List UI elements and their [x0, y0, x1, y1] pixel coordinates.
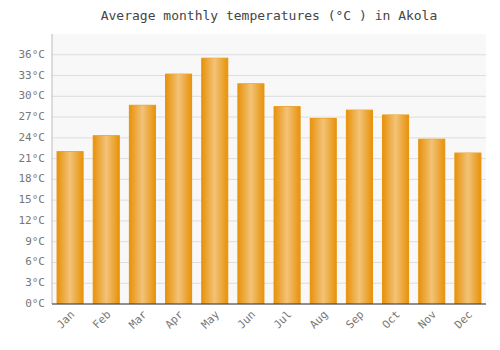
y-tick-label: 21°C	[19, 152, 46, 165]
grid-line	[52, 96, 486, 97]
bar-group	[455, 153, 481, 304]
grid-line	[52, 75, 486, 76]
bar	[383, 115, 409, 304]
y-tick-label: 3°C	[25, 276, 45, 289]
bar	[166, 74, 192, 304]
bar	[419, 139, 445, 304]
x-tick-label: Jul	[271, 308, 294, 331]
bar-group	[419, 139, 445, 304]
x-tick-label: Sep	[343, 308, 366, 331]
bar-group	[383, 115, 409, 304]
y-tick-label: 9°C	[25, 235, 45, 248]
bar-group	[57, 152, 83, 304]
bar-highlight	[346, 110, 372, 304]
y-tick-label: 15°C	[19, 193, 46, 206]
y-tick-label: 18°C	[19, 172, 46, 185]
plot-background	[52, 34, 486, 304]
bar	[93, 136, 119, 304]
y-tick-label: 0°C	[25, 297, 45, 310]
bar-highlight	[310, 118, 336, 304]
bar-highlight	[383, 115, 409, 304]
bar-highlight	[57, 152, 83, 304]
plot-area: 0°C 3°C 6°C 9°C 12°C 15°C 18°C 21°C 24°C 27°C 30°C…	[19, 34, 487, 331]
bar-highlight	[274, 107, 300, 304]
chart: 0°C 3°C 6°C 9°C 12°C 15°C 18°C 21°C 24°C 27°C 30°C…	[0, 0, 500, 350]
bars	[57, 58, 481, 304]
bar-highlight	[166, 74, 192, 304]
grid-line	[52, 117, 486, 118]
bar-group	[274, 107, 300, 304]
title: Average monthly temperatures (°C ) in Ak…	[101, 8, 438, 23]
y-tick-label: 30°C	[19, 89, 46, 102]
bar-group	[166, 74, 192, 304]
grid-line	[52, 304, 486, 305]
bar-highlight	[202, 58, 228, 304]
y-tick-label: 12°C	[19, 214, 46, 227]
bar-group	[202, 58, 228, 304]
bar	[310, 118, 336, 304]
x-tick-label: Apr	[163, 308, 187, 332]
bar-group	[129, 105, 155, 304]
x-tick-label: Dec	[452, 308, 475, 331]
bar-highlight	[238, 84, 264, 304]
y-tick-label: 36°C	[19, 48, 46, 61]
bar	[238, 84, 264, 304]
y-tick-label: 24°C	[19, 131, 46, 144]
grid-line	[52, 54, 486, 55]
bar-group	[310, 118, 336, 304]
x-axis-line	[52, 304, 486, 305]
bar-highlight	[93, 136, 119, 304]
bar-group	[238, 84, 264, 304]
x-tick-label: Oct	[380, 308, 403, 331]
y-axis-line	[52, 34, 53, 304]
x-tick-label: Feb	[90, 308, 113, 331]
y-tick-label: 33°C	[19, 69, 46, 82]
bar-highlight	[129, 105, 155, 304]
bar	[57, 152, 83, 304]
x-tick-label: May	[199, 308, 223, 332]
y-tick-label: 27°C	[19, 110, 46, 123]
bar-highlight	[455, 153, 481, 304]
x-tick-label: Mar	[126, 308, 150, 332]
x-tick-label: Aug	[307, 308, 330, 331]
bar	[202, 58, 228, 304]
bar	[129, 105, 155, 304]
y-grid	[52, 55, 486, 304]
x-tick-label: Nov	[416, 308, 440, 332]
bar-group	[346, 110, 372, 304]
bar	[274, 107, 300, 304]
bar	[346, 110, 372, 304]
y-tick-label: 6°C	[25, 255, 45, 268]
x-tick-label: Jun	[235, 308, 258, 331]
bar-highlight	[419, 139, 445, 304]
bar-group	[93, 136, 119, 304]
bar	[455, 153, 481, 304]
x-tick-label: Jan	[54, 308, 77, 331]
